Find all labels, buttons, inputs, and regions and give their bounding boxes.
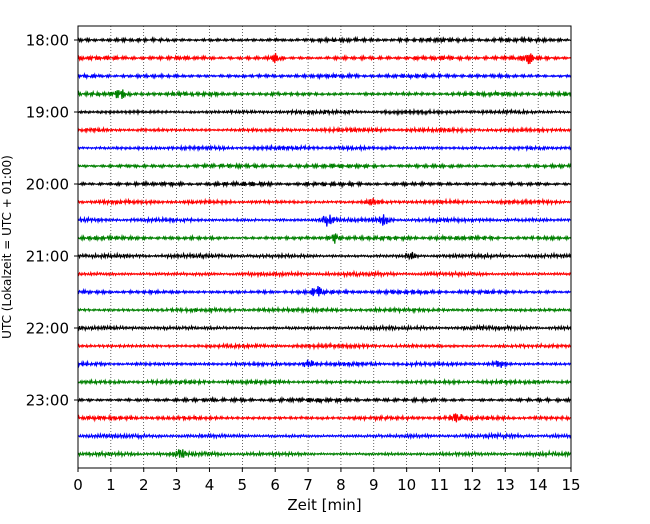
y-tick-label: 21:00 — [26, 248, 69, 266]
trace-layer — [77, 35, 572, 459]
trace-line — [77, 359, 572, 369]
plot-frame — [77, 25, 572, 469]
x-tick-label: 11 — [430, 476, 449, 494]
x-tick-label: 7 — [303, 476, 313, 494]
trace-line — [77, 143, 572, 153]
trace-line — [77, 125, 572, 135]
x-tick-label: 1 — [106, 476, 116, 494]
x-tick-label: 5 — [238, 476, 248, 494]
trace-line — [77, 323, 572, 333]
trace-line — [77, 449, 572, 459]
trace-line — [77, 214, 572, 227]
y-tick-label: 18:00 — [26, 32, 69, 50]
x-tick-label: 15 — [561, 476, 580, 494]
trace-line — [77, 71, 572, 81]
trace-line — [77, 52, 572, 65]
trace-line — [77, 89, 572, 100]
x-tick-label: 6 — [270, 476, 280, 494]
x-tick-label: 4 — [205, 476, 215, 494]
x-tick-label: 14 — [529, 476, 548, 494]
trace-line — [77, 233, 572, 244]
trace-line — [77, 107, 571, 117]
x-tick-label: 0 — [73, 476, 83, 494]
x-tick-label: 2 — [139, 476, 149, 494]
trace-line — [77, 341, 572, 351]
trace-line — [77, 197, 571, 207]
trace-line — [77, 431, 572, 441]
x-tick-label: 8 — [336, 476, 346, 494]
x-tick-label: 9 — [369, 476, 379, 494]
trace-line — [77, 251, 572, 261]
x-tick-layer: 0 1 2 3 4 5 6 7 8 9 10 11 12 13 14 15 — [73, 468, 581, 494]
y-axis-label: UTC (Lokalzeit = UTC + 01:00) — [0, 155, 14, 339]
x-axis-label: Zeit [min] — [287, 496, 361, 514]
y-tick-label: 23:00 — [26, 392, 69, 410]
y-tick-layer: 18:00 19:00 20:00 21:00 22:00 23:00 — [26, 32, 78, 410]
y-tick-label: 20:00 — [26, 176, 69, 194]
trace-line — [77, 377, 572, 387]
y-tick-label: 22:00 — [26, 320, 69, 338]
trace-line — [77, 179, 572, 189]
y-tick-label: 19:00 — [26, 104, 69, 122]
trace-line — [77, 35, 572, 45]
trace-line — [77, 413, 571, 423]
x-tick-label: 10 — [397, 476, 416, 494]
trace-line — [77, 285, 571, 297]
x-tick-label: 12 — [463, 476, 482, 494]
trace-line — [77, 395, 572, 405]
trace-line — [77, 305, 572, 315]
x-tick-label: 13 — [496, 476, 515, 494]
trace-line — [77, 161, 572, 171]
x-tick-label: 3 — [172, 476, 182, 494]
trace-line — [77, 269, 572, 279]
